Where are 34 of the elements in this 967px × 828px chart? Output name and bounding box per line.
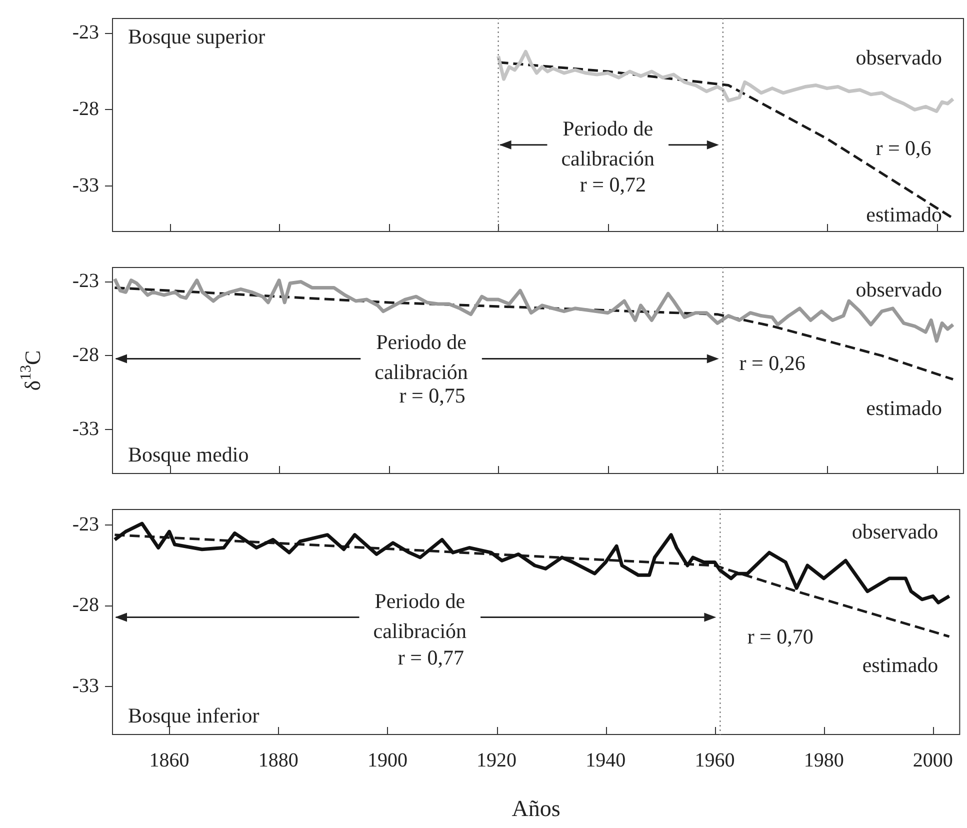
x-tick-label: 1860 <box>149 749 190 772</box>
annotation: r = 0,70 <box>747 624 814 649</box>
series-label: estimado <box>866 202 942 227</box>
y-tick-label: -23 <box>72 270 99 292</box>
chart-title: Bosque superior <box>128 24 266 49</box>
y-tick-label: -23 <box>72 513 99 536</box>
series-label: observado <box>856 278 942 302</box>
x-tick-label: 1920 <box>476 749 517 772</box>
x-tick-label: 1960 <box>694 749 735 772</box>
x-tick-label: 1880 <box>258 749 298 772</box>
series-label: estimado <box>866 396 942 420</box>
annotation: r = 0,72 <box>580 172 646 197</box>
annotation: r = 0,75 <box>399 384 466 408</box>
x-tick-label: 1940 <box>586 749 626 772</box>
series-label: observado <box>856 45 942 70</box>
y-tick-label: -28 <box>72 594 99 616</box>
text: Bosque inferior <box>128 704 260 728</box>
y-tick-label: -33 <box>72 174 99 196</box>
annotation: r = 0,6 <box>876 136 932 160</box>
y-tick-label: -33 <box>72 674 99 697</box>
annotation: r = 0,26 <box>739 351 806 376</box>
x-axis-title: Años <box>512 796 560 822</box>
annotation: r = 0,77 <box>398 646 464 670</box>
x-tick-label: 1980 <box>804 749 844 772</box>
y-tick-label: -23 <box>72 22 99 44</box>
series-label: observado <box>852 520 938 544</box>
y-tick-label: -28 <box>72 98 99 120</box>
x-tick-label: 2000 <box>912 749 953 772</box>
y-axis-title: δ13C <box>17 350 45 391</box>
y-tick-label: -28 <box>72 344 99 366</box>
y-tick-label: -33 <box>72 418 99 440</box>
series-label: estimado <box>862 653 938 678</box>
text: Bosque medio <box>128 442 249 467</box>
x-tick-label: 1900 <box>367 749 408 772</box>
